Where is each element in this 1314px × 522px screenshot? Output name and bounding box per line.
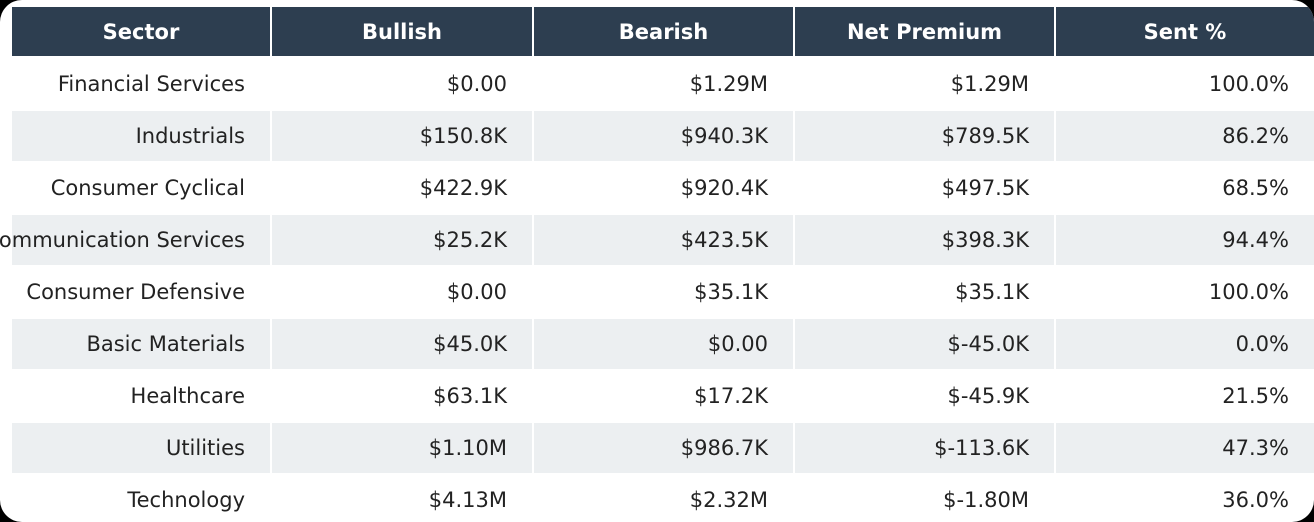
value-cell: 86.2%: [1056, 111, 1314, 161]
header-cell: Net Premium: [795, 7, 1054, 56]
value-cell: 21.5%: [1222, 384, 1289, 408]
value-cell: $1.10M: [272, 423, 532, 473]
value-cell: $986.7K: [534, 423, 793, 473]
value-cell: $-45.0K: [795, 319, 1054, 369]
header-cell: Sector: [12, 7, 270, 56]
sector-cell: Communication Services: [0, 215, 270, 265]
value-cell: $920.4K: [680, 176, 768, 200]
value-cell: $940.3K: [534, 111, 793, 161]
value-cell: $1.29M: [689, 72, 768, 96]
value-cell: $497.5K: [941, 176, 1029, 200]
value-cell: $-113.6K: [795, 423, 1054, 473]
value-cell: 0.0%: [1056, 319, 1314, 369]
sector-cell: Healthcare: [130, 384, 245, 408]
value-cell: 100.0%: [1208, 280, 1289, 304]
value-cell: $0.00: [446, 280, 507, 304]
sector-cell: Consumer Cyclical: [50, 176, 245, 200]
value-cell: $422.9K: [419, 176, 507, 200]
sector-cell: Technology: [127, 488, 245, 512]
sector-cell: Consumer Defensive: [26, 280, 245, 304]
value-cell: $423.5K: [534, 215, 793, 265]
value-cell: $1.29M: [950, 72, 1029, 96]
value-cell: $398.3K: [795, 215, 1054, 265]
sector-cell: Industrials: [12, 111, 270, 161]
value-cell: 94.4%: [1056, 215, 1314, 265]
value-cell: $4.13M: [428, 488, 507, 512]
value-cell: $0.00: [446, 72, 507, 96]
value-cell: $-45.9K: [947, 384, 1029, 408]
value-cell: $-1.80M: [943, 488, 1029, 512]
header-cell: Bearish: [534, 7, 793, 56]
header-cell: Bullish: [272, 7, 532, 56]
sector-cell: Financial Services: [57, 72, 245, 96]
value-cell: $35.1K: [955, 280, 1029, 304]
sector-cell: Utilities: [12, 423, 270, 473]
sector-cell: Basic Materials: [12, 319, 270, 369]
value-cell: 68.5%: [1222, 176, 1289, 200]
value-cell: $17.2K: [694, 384, 768, 408]
header-cell: Sent %: [1056, 7, 1314, 56]
value-cell: $25.2K: [272, 215, 532, 265]
value-cell: 47.3%: [1056, 423, 1314, 473]
value-cell: 36.0%: [1222, 488, 1289, 512]
value-cell: $2.32M: [689, 488, 768, 512]
value-cell: $0.00: [534, 319, 793, 369]
value-cell: $63.1K: [433, 384, 507, 408]
value-cell: $789.5K: [795, 111, 1054, 161]
value-cell: $150.8K: [272, 111, 532, 161]
value-cell: $35.1K: [694, 280, 768, 304]
value-cell: $45.0K: [272, 319, 532, 369]
value-cell: 100.0%: [1208, 72, 1289, 96]
